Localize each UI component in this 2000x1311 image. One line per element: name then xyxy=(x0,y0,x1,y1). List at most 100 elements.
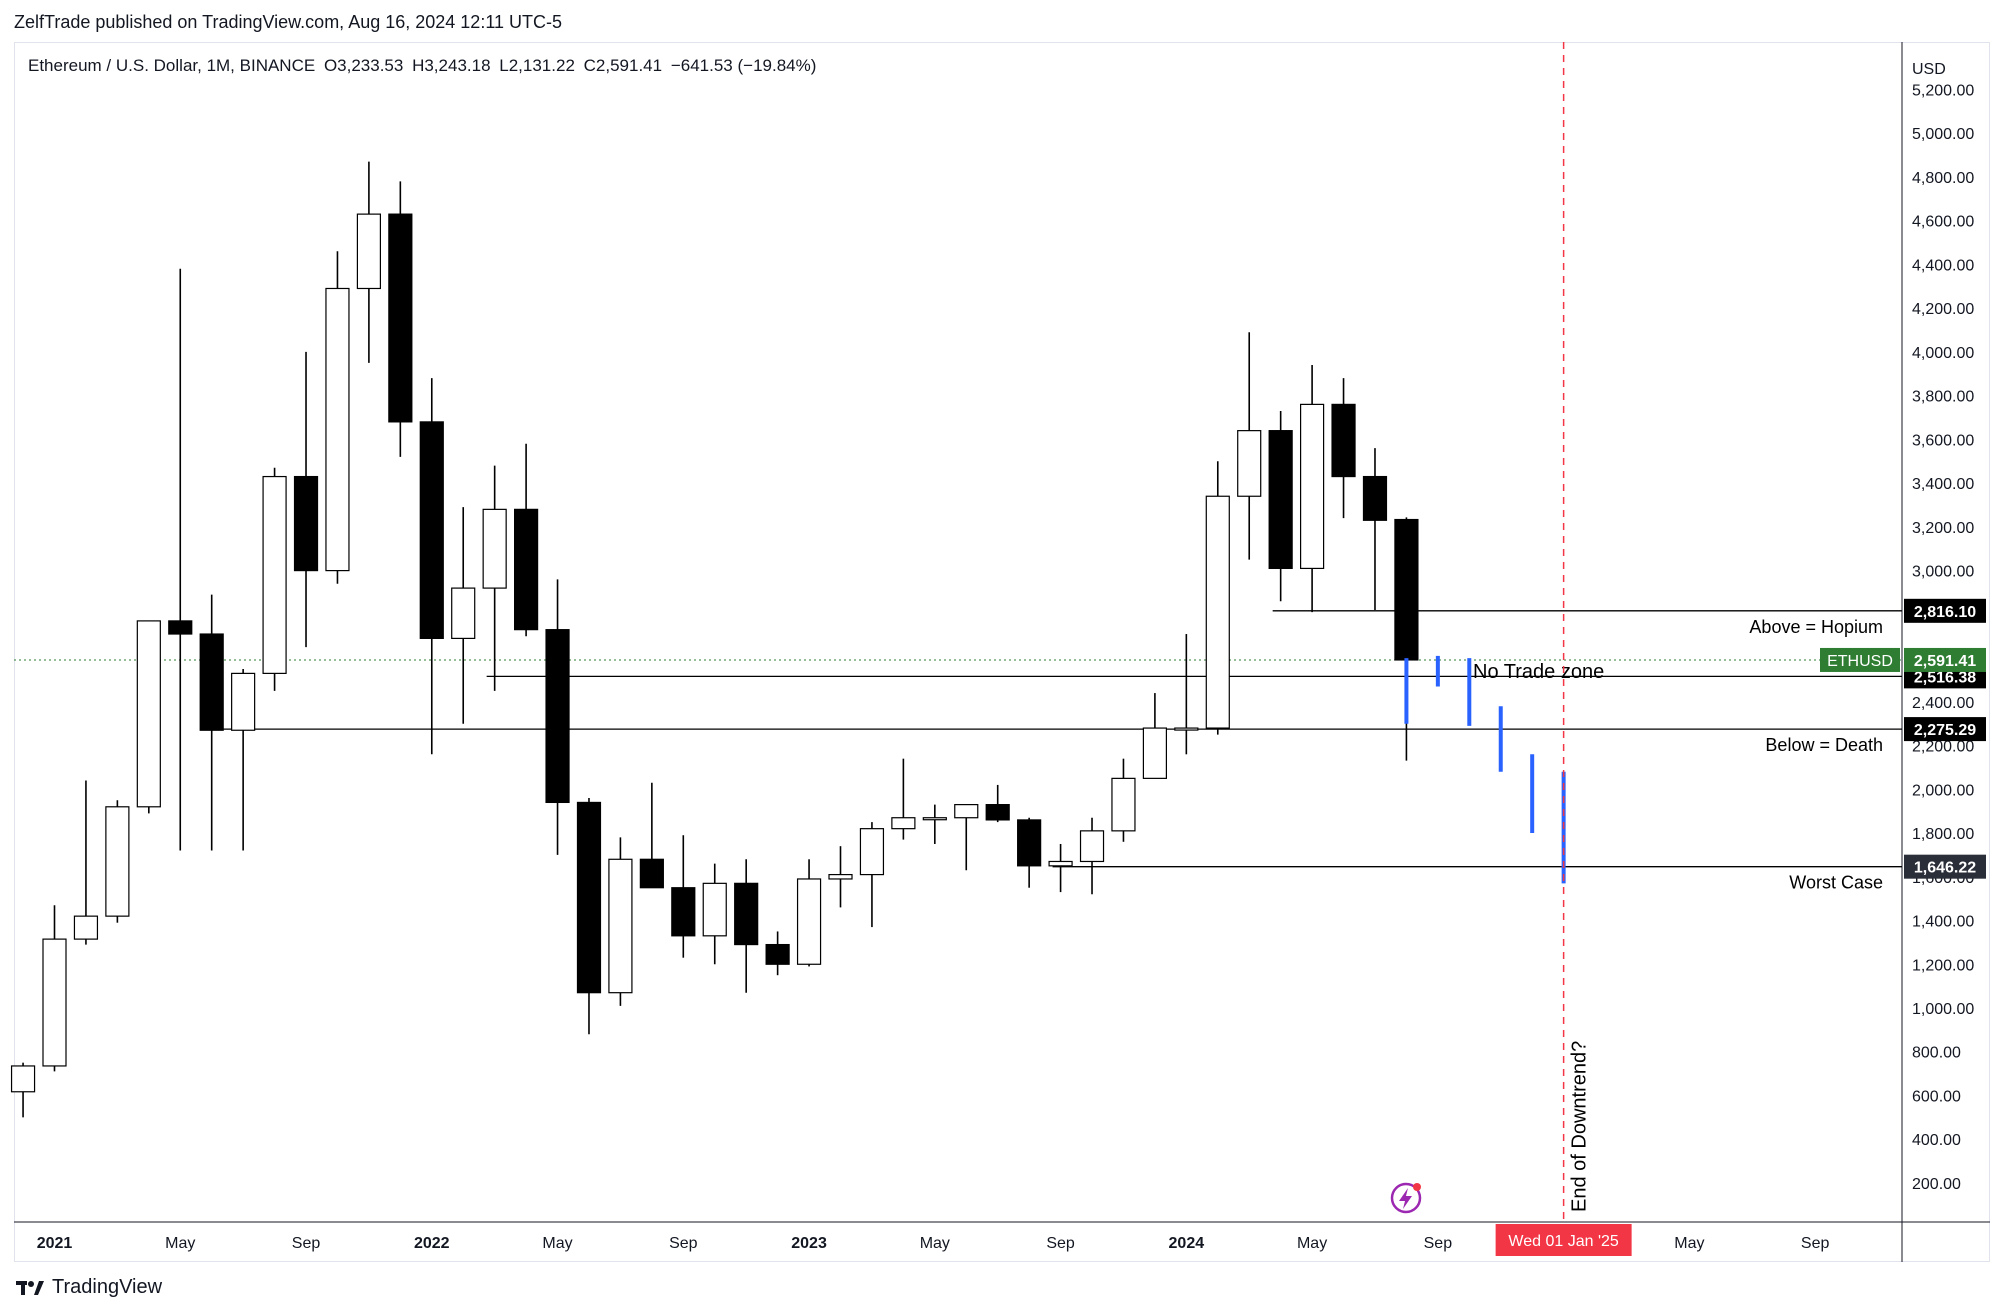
level-text: Above = Hopium xyxy=(1749,617,1883,637)
candle-body xyxy=(10,1065,36,1093)
candle-body xyxy=(985,804,1010,821)
ohlc-close: C2,591.41 xyxy=(583,56,663,75)
candle-body xyxy=(1299,403,1325,570)
level-price-text: 1,646.22 xyxy=(1914,860,1976,877)
candle-body xyxy=(891,817,916,830)
y-tick-label: 4,200.00 xyxy=(1912,301,1974,318)
x-tick-label: Sep xyxy=(292,1235,321,1252)
candle xyxy=(1079,817,1105,895)
candle xyxy=(168,268,193,851)
candle-body xyxy=(419,421,444,639)
candle-body xyxy=(388,213,413,423)
candle-body xyxy=(231,672,256,731)
symbol-badge xyxy=(1820,647,1900,672)
candle-body xyxy=(1174,727,1199,731)
y-tick-label: 2,000.00 xyxy=(1912,782,1974,799)
x-tick-label: Sep xyxy=(1046,1235,1075,1252)
candle-body xyxy=(734,882,759,946)
symbol-info-line: Ethereum / U.S. Dollar, 1M, BINANCE O3,2… xyxy=(28,56,820,76)
candle xyxy=(325,251,350,584)
level-price-text: 2,516.38 xyxy=(1914,669,1976,686)
date-cursor-badge xyxy=(1495,1224,1632,1256)
level-price-text: 2,816.10 xyxy=(1914,604,1976,621)
date-cursor-label: Wed 01 Jan '25 xyxy=(1508,1233,1618,1250)
y-tick-label: 3,800.00 xyxy=(1912,389,1974,406)
last-price-badge xyxy=(1904,647,1986,672)
level-price-badge xyxy=(1904,854,1986,879)
candle-body xyxy=(1394,518,1419,661)
forecast-bars xyxy=(1404,655,1566,884)
x-tick-label: May xyxy=(1297,1235,1327,1252)
candle xyxy=(1111,758,1136,842)
candle xyxy=(1048,843,1073,893)
candle xyxy=(859,822,885,928)
ohlc-high: H3,243.18 xyxy=(412,56,491,75)
y-tick-label: 4,000.00 xyxy=(1912,345,1974,362)
brand-footer[interactable]: TradingView xyxy=(16,1276,162,1299)
candle-body xyxy=(859,828,885,876)
candle xyxy=(922,804,947,844)
candle xyxy=(419,378,444,755)
candle-body xyxy=(42,938,67,1067)
y-tick-label: 4,400.00 xyxy=(1912,257,1974,274)
candle xyxy=(1174,634,1199,755)
candle xyxy=(639,782,664,889)
horizontal-lines: Above = Hopium Below = Death Worst Case No … xyxy=(14,610,1902,893)
candle xyxy=(954,804,979,871)
candle xyxy=(608,837,633,1006)
candle-body xyxy=(1079,830,1105,863)
candles xyxy=(10,161,1419,1118)
candle xyxy=(73,780,99,945)
candle-body xyxy=(954,804,979,819)
candle-body xyxy=(199,633,224,731)
candle xyxy=(702,863,727,965)
y-tick-label: 3,600.00 xyxy=(1912,432,1974,449)
price-axis: USD 200.00 400.00 600.00 800.00 1,000.00 1,200… xyxy=(1912,61,1974,1193)
candle-body xyxy=(922,817,947,821)
x-tick-label: 2022 xyxy=(414,1235,450,1252)
level-price-text: 2,275.29 xyxy=(1914,722,1976,739)
x-tick-label: May xyxy=(165,1235,195,1252)
y-tick-label: 4,800.00 xyxy=(1912,170,1974,187)
candle-body xyxy=(513,508,539,631)
symbol-badge-text: ETHUSD xyxy=(1827,653,1893,670)
candle-body xyxy=(482,508,507,589)
y-tick-label: 800.00 xyxy=(1912,1045,1961,1062)
candle-body xyxy=(545,629,570,804)
candle-body xyxy=(356,213,381,290)
replay-icon[interactable] xyxy=(1390,1182,1422,1214)
candle xyxy=(891,758,916,840)
candle-body xyxy=(293,475,319,572)
candle xyxy=(451,507,476,724)
candle xyxy=(796,859,822,967)
candle xyxy=(545,579,570,855)
replay-circle xyxy=(1390,1182,1422,1214)
candle xyxy=(1331,378,1356,519)
y-tick-label: 1,000.00 xyxy=(1912,1001,1974,1018)
candle-body xyxy=(1017,819,1042,867)
candle xyxy=(105,800,130,923)
candle xyxy=(231,669,256,851)
y-tick-label: 1,800.00 xyxy=(1912,826,1974,843)
ohlc-change: −641.53 (−19.84%) xyxy=(670,56,817,75)
y-tick-label: 1,200.00 xyxy=(1912,957,1974,974)
candle xyxy=(576,798,602,1035)
time-axis: 2021 May Sep 2022 May Sep 2023 May Sep 2024 May Sep… xyxy=(37,1235,1830,1252)
y-tick-label: 3,200.00 xyxy=(1912,520,1974,537)
x-tick-label: May xyxy=(1674,1235,1704,1252)
level-text: Below = Death xyxy=(1765,735,1883,755)
candle-body xyxy=(105,806,130,917)
candle xyxy=(10,1062,36,1118)
candle xyxy=(199,594,224,851)
candle-body xyxy=(451,587,476,639)
candle xyxy=(356,161,381,363)
candle-body xyxy=(1048,860,1073,867)
y-tick-label: 2,400.00 xyxy=(1912,695,1974,712)
y-tick-label: 2,200.00 xyxy=(1912,739,1974,756)
candle-body xyxy=(765,943,790,965)
level-price-badge xyxy=(1904,598,1986,623)
candle-body xyxy=(1111,777,1136,832)
candle xyxy=(1017,817,1042,888)
candle-body xyxy=(325,287,350,572)
